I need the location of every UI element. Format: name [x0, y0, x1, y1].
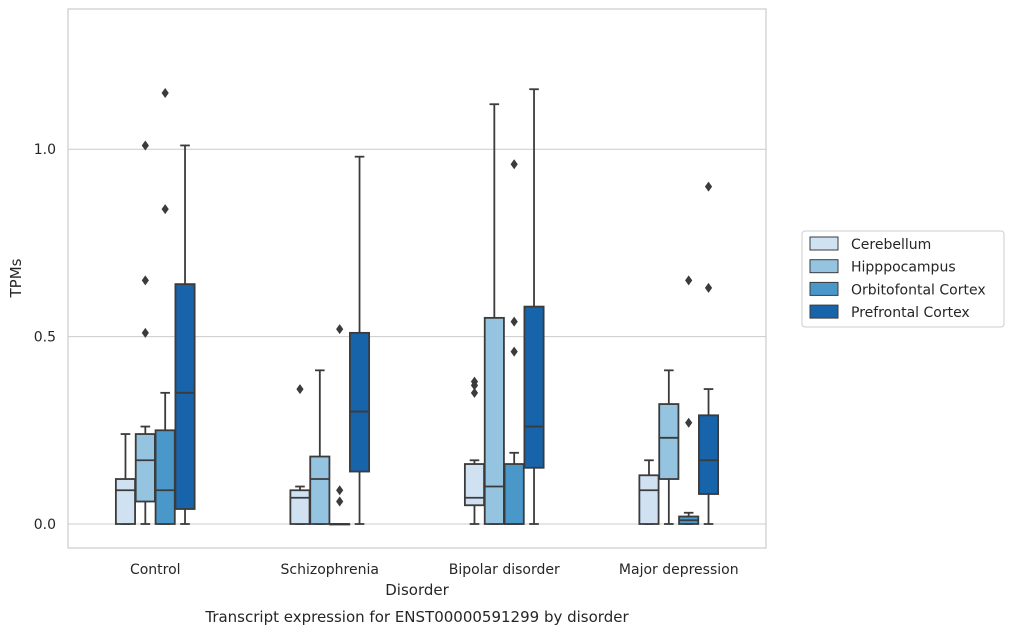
box-group [503, 159, 525, 525]
y-tick-label: 0.5 [34, 330, 56, 346]
box-group [523, 88, 545, 525]
x-axis-label: Disorder [385, 581, 449, 599]
box-iqr [114, 478, 136, 525]
outlier-point [704, 282, 713, 293]
box-group [309, 369, 331, 525]
legend-label: Hipppocampus [851, 260, 956, 276]
plot-area-frame [67, 8, 767, 549]
legend-swatch [809, 259, 839, 274]
box-group [174, 144, 196, 525]
outlier-point [141, 275, 149, 286]
box-group [154, 87, 176, 525]
box-group [329, 324, 351, 526]
box-groups [114, 87, 720, 526]
outlier-point [510, 346, 518, 357]
outlier-point [704, 181, 713, 192]
box-iqr [289, 489, 311, 525]
outlier-point [141, 327, 149, 338]
chart-title: Transcript expression for ENST0000059129… [204, 608, 629, 626]
box-iqr [349, 331, 371, 473]
box-iqr [134, 433, 156, 503]
legend-swatch [809, 236, 839, 251]
outlier-point [510, 159, 518, 170]
outlier-point [336, 324, 344, 335]
box-iqr [483, 316, 505, 525]
x-tick-label: Major depression [619, 562, 739, 578]
outlier-point [336, 496, 344, 507]
box-group [134, 140, 156, 525]
x-axis-ticks: Control Schizophrenia Bipolar disorder Majo… [130, 562, 739, 578]
box-group [678, 275, 700, 525]
outlier-point [685, 275, 693, 286]
box-iqr [503, 463, 525, 525]
box-group [658, 369, 680, 525]
box-group [638, 459, 660, 525]
box-iqr [638, 474, 660, 525]
box-group [114, 433, 136, 525]
outlier-point [470, 376, 479, 387]
legend-label: Prefrontal Cortex [851, 305, 970, 321]
outlier-point [685, 417, 693, 428]
y-tick-label: 1.0 [34, 142, 56, 158]
box-group [463, 376, 485, 525]
y-axis-ticks: 0.00.51.01.52.02.5 [34, 142, 56, 533]
outlier-point [336, 485, 344, 496]
legend-swatch [809, 304, 839, 319]
box-group [483, 103, 505, 525]
outlier-point [296, 384, 304, 395]
y-axis-label: TPMs [7, 258, 25, 298]
box-iqr [174, 283, 196, 510]
box-group [349, 155, 371, 525]
box-iqr [523, 305, 545, 469]
x-tick-label: Bipolar disorder [449, 562, 560, 578]
x-tick-label: Control [130, 562, 181, 578]
legend-label: Orbitofontal Cortex [851, 282, 986, 298]
legend: Cerebellum Hipppocampus Orbitofontal Corte… [801, 230, 1005, 328]
outlier-point [161, 87, 169, 98]
box-iqr [309, 455, 331, 525]
legend-label: Cerebellum [851, 237, 931, 253]
outlier-point [161, 204, 169, 215]
box-iqr [698, 414, 720, 495]
legend-swatch [809, 281, 839, 296]
outlier-point [510, 316, 518, 327]
y-tick-label: 0.0 [34, 517, 56, 533]
box-group [289, 384, 311, 525]
box-iqr [463, 463, 485, 507]
box-iqr [658, 403, 680, 480]
outlier-point [141, 140, 149, 151]
box-group [698, 181, 720, 525]
x-tick-label: Schizophrenia [281, 562, 379, 578]
outlier-point [470, 387, 479, 398]
legend-frame [801, 230, 1005, 328]
box-iqr [154, 429, 176, 525]
